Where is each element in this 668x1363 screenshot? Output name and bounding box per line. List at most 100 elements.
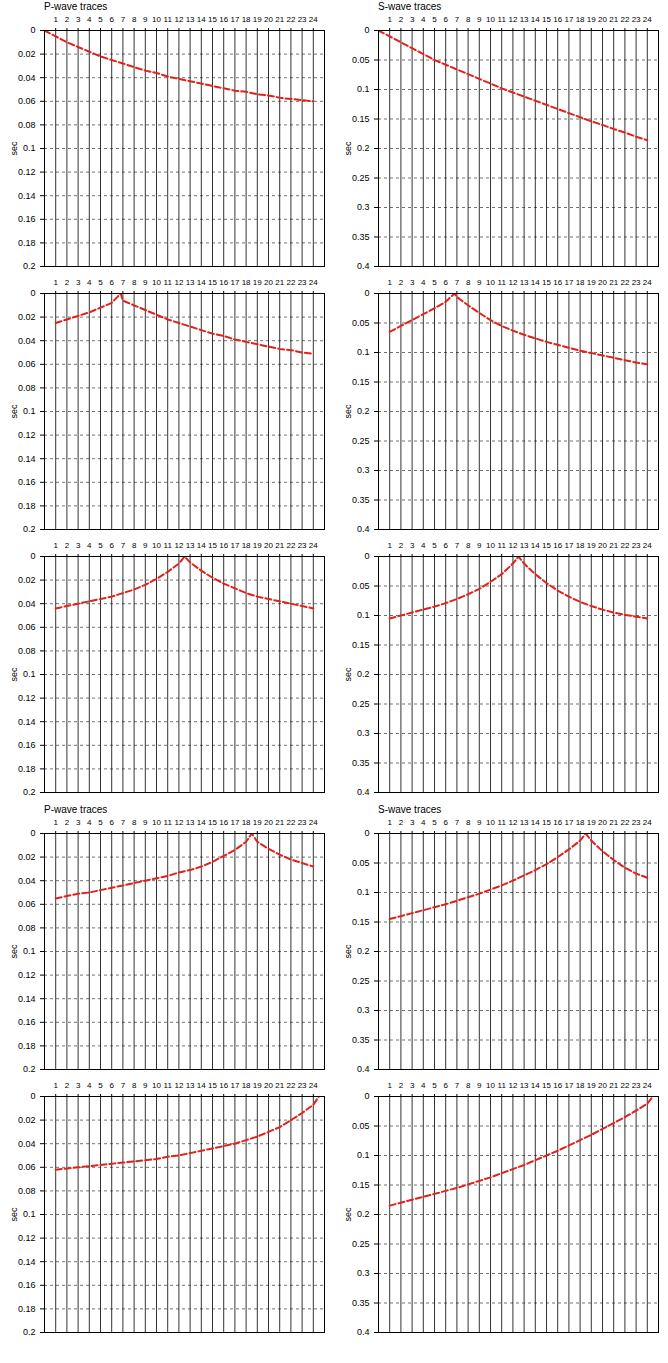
svg-text:13: 13 bbox=[520, 541, 529, 550]
svg-text:0.1: 0.1 bbox=[357, 347, 370, 357]
svg-text:9: 9 bbox=[477, 818, 482, 827]
svg-text:0.4: 0.4 bbox=[357, 1327, 370, 1337]
svg-text:14: 14 bbox=[531, 15, 540, 24]
svg-text:0.05: 0.05 bbox=[352, 55, 370, 65]
svg-text:0.15: 0.15 bbox=[352, 1180, 370, 1190]
svg-text:0.18: 0.18 bbox=[18, 1041, 36, 1051]
svg-text:0.1: 0.1 bbox=[23, 946, 36, 956]
svg-text:0.14: 0.14 bbox=[18, 191, 36, 201]
svg-text:14: 14 bbox=[197, 278, 206, 287]
svg-text:13: 13 bbox=[520, 278, 529, 287]
svg-text:7: 7 bbox=[455, 1081, 460, 1090]
svg-text:16: 16 bbox=[553, 1081, 562, 1090]
svg-text:sec: sec bbox=[343, 141, 353, 156]
svg-text:18: 18 bbox=[242, 1081, 251, 1090]
svg-text:0.16: 0.16 bbox=[18, 1280, 36, 1290]
svg-text:0.1: 0.1 bbox=[23, 669, 36, 679]
svg-text:2: 2 bbox=[399, 541, 404, 550]
svg-text:10: 10 bbox=[486, 1081, 495, 1090]
svg-text:1: 1 bbox=[53, 15, 58, 24]
svg-text:0.4: 0.4 bbox=[357, 261, 370, 271]
svg-text:24: 24 bbox=[643, 278, 652, 287]
svg-text:0: 0 bbox=[364, 551, 369, 561]
svg-text:17: 17 bbox=[230, 15, 239, 24]
svg-text:6: 6 bbox=[109, 818, 114, 827]
svg-text:0: 0 bbox=[364, 1091, 369, 1101]
svg-text:19: 19 bbox=[253, 541, 262, 550]
svg-text:0.05: 0.05 bbox=[352, 858, 370, 868]
svg-text:21: 21 bbox=[609, 541, 618, 550]
svg-text:0.02: 0.02 bbox=[18, 1115, 36, 1125]
svg-text:0.2: 0.2 bbox=[23, 787, 36, 797]
svg-text:23: 23 bbox=[298, 818, 307, 827]
svg-text:0.16: 0.16 bbox=[18, 214, 36, 224]
svg-text:15: 15 bbox=[208, 1081, 217, 1090]
svg-text:0: 0 bbox=[30, 288, 35, 298]
svg-text:19: 19 bbox=[253, 818, 262, 827]
svg-text:16: 16 bbox=[553, 541, 562, 550]
svg-text:5: 5 bbox=[98, 818, 103, 827]
svg-text:11: 11 bbox=[498, 1081, 507, 1090]
svg-text:0.2: 0.2 bbox=[23, 1064, 36, 1074]
svg-text:8: 8 bbox=[466, 15, 471, 24]
svg-text:0.3: 0.3 bbox=[357, 728, 370, 738]
svg-text:0.16: 0.16 bbox=[18, 740, 36, 750]
svg-text:9: 9 bbox=[477, 1081, 482, 1090]
svg-text:7: 7 bbox=[455, 818, 460, 827]
svg-text:18: 18 bbox=[242, 818, 251, 827]
svg-text:3: 3 bbox=[76, 1081, 81, 1090]
svg-text:21: 21 bbox=[609, 278, 618, 287]
svg-text:12: 12 bbox=[174, 278, 183, 287]
svg-text:13: 13 bbox=[520, 15, 529, 24]
svg-text:10: 10 bbox=[152, 541, 161, 550]
svg-text:17: 17 bbox=[230, 278, 239, 287]
svg-text:23: 23 bbox=[632, 1081, 641, 1090]
svg-text:0.25: 0.25 bbox=[352, 1239, 370, 1249]
svg-text:2: 2 bbox=[399, 818, 404, 827]
svg-text:18: 18 bbox=[576, 541, 585, 550]
svg-text:16: 16 bbox=[219, 818, 228, 827]
svg-text:0.3: 0.3 bbox=[357, 202, 370, 212]
svg-text:10: 10 bbox=[152, 15, 161, 24]
svg-text:12: 12 bbox=[174, 818, 183, 827]
svg-text:sec: sec bbox=[9, 141, 19, 156]
svg-text:0.1: 0.1 bbox=[23, 143, 36, 153]
svg-text:11: 11 bbox=[164, 278, 173, 287]
svg-text:3: 3 bbox=[76, 278, 81, 287]
svg-text:4: 4 bbox=[87, 541, 92, 550]
svg-text:24: 24 bbox=[643, 541, 652, 550]
svg-text:3: 3 bbox=[410, 15, 415, 24]
svg-text:23: 23 bbox=[298, 278, 307, 287]
svg-text:15: 15 bbox=[542, 1081, 551, 1090]
svg-text:sec: sec bbox=[343, 1207, 353, 1222]
svg-text:2: 2 bbox=[65, 15, 70, 24]
svg-text:12: 12 bbox=[508, 15, 517, 24]
svg-text:4: 4 bbox=[421, 278, 426, 287]
svg-text:sec: sec bbox=[9, 667, 19, 682]
svg-text:7: 7 bbox=[121, 278, 126, 287]
svg-text:6: 6 bbox=[109, 278, 114, 287]
svg-text:13: 13 bbox=[186, 15, 195, 24]
svg-text:0: 0 bbox=[30, 25, 35, 35]
svg-text:22: 22 bbox=[620, 541, 629, 550]
svg-text:0.02: 0.02 bbox=[18, 852, 36, 862]
svg-text:21: 21 bbox=[609, 1081, 618, 1090]
svg-text:20: 20 bbox=[598, 278, 607, 287]
svg-text:21: 21 bbox=[275, 818, 284, 827]
svg-text:8: 8 bbox=[132, 1081, 137, 1090]
svg-text:1: 1 bbox=[53, 541, 58, 550]
svg-text:9: 9 bbox=[143, 1081, 148, 1090]
svg-text:0.08: 0.08 bbox=[18, 923, 36, 933]
svg-text:20: 20 bbox=[264, 541, 273, 550]
svg-text:19: 19 bbox=[253, 15, 262, 24]
svg-text:0.04: 0.04 bbox=[18, 876, 36, 886]
svg-text:0.16: 0.16 bbox=[18, 477, 36, 487]
svg-text:5: 5 bbox=[432, 1081, 437, 1090]
svg-text:3: 3 bbox=[410, 278, 415, 287]
svg-text:23: 23 bbox=[632, 541, 641, 550]
svg-text:0.14: 0.14 bbox=[18, 994, 36, 1004]
svg-text:22: 22 bbox=[620, 1081, 629, 1090]
svg-text:0.1: 0.1 bbox=[357, 1150, 370, 1160]
svg-text:19: 19 bbox=[253, 1081, 262, 1090]
svg-text:20: 20 bbox=[598, 1081, 607, 1090]
